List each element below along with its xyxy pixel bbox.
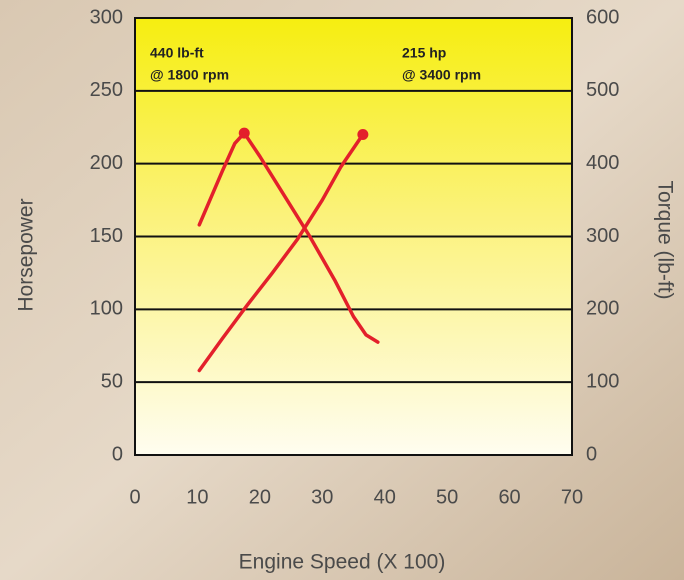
x-tick-label: 60 (498, 486, 520, 508)
annotation: @ 1800 rpm (150, 67, 229, 83)
x-tick-label: 50 (436, 486, 458, 508)
y-tick-label: 100 (90, 298, 123, 320)
x-tick-label: 10 (186, 486, 208, 508)
y-tick-label: 50 (101, 370, 123, 392)
y2-axis-label: Torque (lb-ft) (653, 180, 676, 299)
annotation: 215 hp (402, 45, 446, 61)
y2-tick-label: 500 (586, 79, 619, 101)
y-tick-label: 250 (90, 79, 123, 101)
peak-marker (239, 128, 250, 139)
x-tick-label: 30 (311, 486, 333, 508)
y2-tick-label: 0 (586, 443, 597, 465)
y-tick-label: 0 (112, 443, 123, 465)
y2-tick-label: 600 (586, 6, 619, 28)
peak-marker (357, 129, 368, 140)
y-axis-label: Horsepower (15, 198, 38, 311)
annotation: @ 3400 rpm (402, 67, 481, 83)
x-tick-label: 0 (129, 486, 140, 508)
y-tick-label: 200 (90, 152, 123, 174)
x-tick-label: 20 (249, 486, 271, 508)
y2-tick-label: 400 (586, 152, 619, 174)
x-axis-label: Engine Speed (X 100) (239, 551, 446, 574)
x-tick-label: 40 (374, 486, 396, 508)
y2-tick-label: 100 (586, 370, 619, 392)
y2-tick-label: 300 (586, 225, 619, 247)
annotation: 440 lb-ft (150, 45, 204, 61)
y-tick-label: 150 (90, 225, 123, 247)
x-tick-label: 70 (561, 486, 583, 508)
y2-tick-label: 200 (586, 298, 619, 320)
y-tick-label: 300 (90, 6, 123, 28)
chart: Engine Speed (X 100) Horsepower Torque (… (0, 0, 684, 580)
